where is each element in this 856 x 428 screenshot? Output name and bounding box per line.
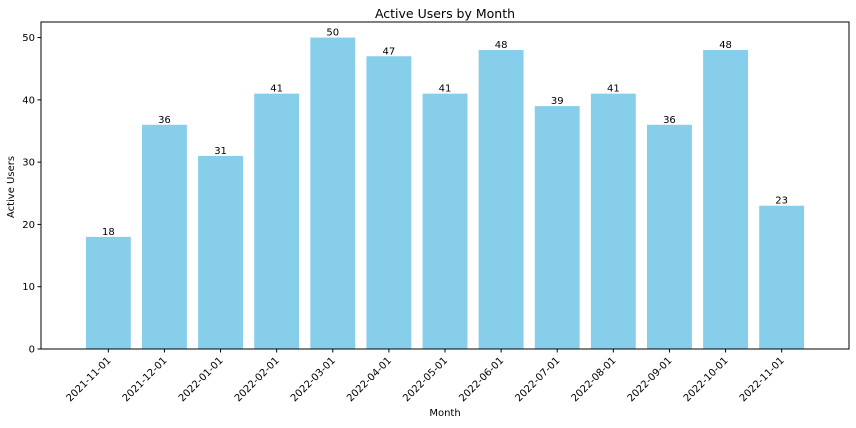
data-label-2022-06-01: 48 xyxy=(495,40,508,51)
data-label-2022-03-01: 50 xyxy=(326,28,339,39)
x-tick-label: 2022-11-01 xyxy=(738,355,787,404)
y-tick-label: 10 xyxy=(22,282,35,293)
data-labels-layer: 18 36 31 41 50 47 41 48 39 41 36 48 23 xyxy=(102,28,788,238)
bar-2022-01-01 xyxy=(198,155,243,349)
y-axis: 0 10 20 30 40 50 xyxy=(22,33,41,356)
bar-2021-12-01 xyxy=(142,124,187,350)
bar-2021-11-01 xyxy=(85,236,131,349)
bar-2022-11-01 xyxy=(759,205,805,349)
data-label-2022-08-01: 41 xyxy=(607,84,620,95)
x-tick-label: 2022-07-01 xyxy=(513,355,562,404)
data-label-2022-07-01: 39 xyxy=(551,96,564,107)
x-tick-label: 2022-03-01 xyxy=(289,355,338,404)
bars-layer xyxy=(85,37,805,350)
bar-2022-09-01 xyxy=(647,124,692,350)
y-tick-label: 20 xyxy=(22,220,35,231)
data-label-2022-11-01: 23 xyxy=(775,196,788,207)
x-tick-label: 2022-04-01 xyxy=(345,355,394,404)
data-label-2022-04-01: 47 xyxy=(383,46,396,57)
x-tick-label: 2021-11-01 xyxy=(65,355,114,404)
chart-title: Active Users by Month xyxy=(375,6,515,21)
bar-2022-02-01 xyxy=(254,93,300,349)
x-tick-label: 2022-06-01 xyxy=(457,355,506,404)
data-label-2022-05-01: 41 xyxy=(439,84,452,95)
bar-2022-04-01 xyxy=(366,56,412,349)
data-label-2022-10-01: 48 xyxy=(719,40,732,51)
x-tick-label: 2022-09-01 xyxy=(626,355,675,404)
data-label-2022-01-01: 31 xyxy=(214,146,227,157)
x-axis: 2021-11-01 2021-12-01 2022-01-01 2022-02-01… xyxy=(65,349,787,404)
bar-2022-05-01 xyxy=(422,93,468,349)
bar-2022-03-01 xyxy=(310,37,356,349)
y-tick-label: 0 xyxy=(29,345,35,356)
data-label-2021-11-01: 18 xyxy=(102,227,115,238)
y-tick-label: 30 xyxy=(22,158,35,169)
y-axis-label: Active Users xyxy=(6,156,17,218)
x-tick-label: 2022-10-01 xyxy=(682,355,731,404)
bar-2022-06-01 xyxy=(478,50,524,349)
x-axis-label: Month xyxy=(429,408,460,419)
data-label-2021-12-01: 36 xyxy=(158,115,171,126)
bar-2022-08-01 xyxy=(590,93,636,349)
bar-2022-10-01 xyxy=(703,50,748,349)
x-tick-label: 2021-12-01 xyxy=(121,355,170,404)
x-tick-label: 2022-05-01 xyxy=(401,355,450,404)
y-tick-label: 40 xyxy=(22,95,35,106)
data-label-2022-09-01: 36 xyxy=(663,115,676,126)
x-tick-label: 2022-08-01 xyxy=(570,355,619,404)
plot-frame xyxy=(40,21,850,350)
y-tick-label: 50 xyxy=(22,33,35,44)
x-tick-label: 2022-02-01 xyxy=(233,355,282,404)
data-label-2022-02-01: 41 xyxy=(270,84,283,95)
x-tick-label: 2022-01-01 xyxy=(177,355,226,404)
bar-2022-07-01 xyxy=(534,106,580,349)
